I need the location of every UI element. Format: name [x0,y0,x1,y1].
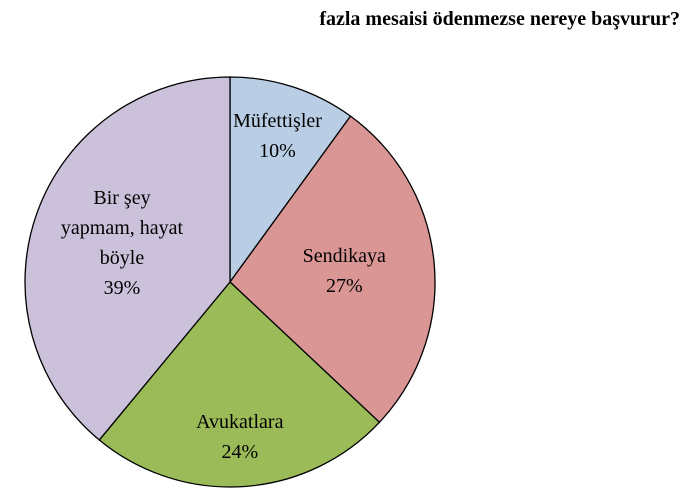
chart-title: fazla mesaisi ödenmezse nereye başvurur? [319,8,680,30]
slice-label: Avukatlara 24% [172,407,308,467]
pie-slice [24,76,231,441]
category-label: Sendikaya [302,245,386,268]
pie-slice [229,115,436,424]
value-label: 24% [221,441,259,464]
slice-label: Sendikaya 27% [276,241,412,301]
category-label: Bir şey yapmam, hayat böyle [60,187,184,270]
pie-slice [229,76,352,285]
category-label: Müfettişler [233,109,322,132]
value-label: 10% [259,139,296,162]
value-label: 27% [325,275,363,298]
category-label: Avukatlara [196,411,284,434]
value-label: 39% [103,277,141,300]
pie-slice [98,281,381,488]
slice-label: Bir şey yapmam, hayat böyle 39% [54,183,190,303]
slice-label: Müfettişler 10% [233,106,322,166]
